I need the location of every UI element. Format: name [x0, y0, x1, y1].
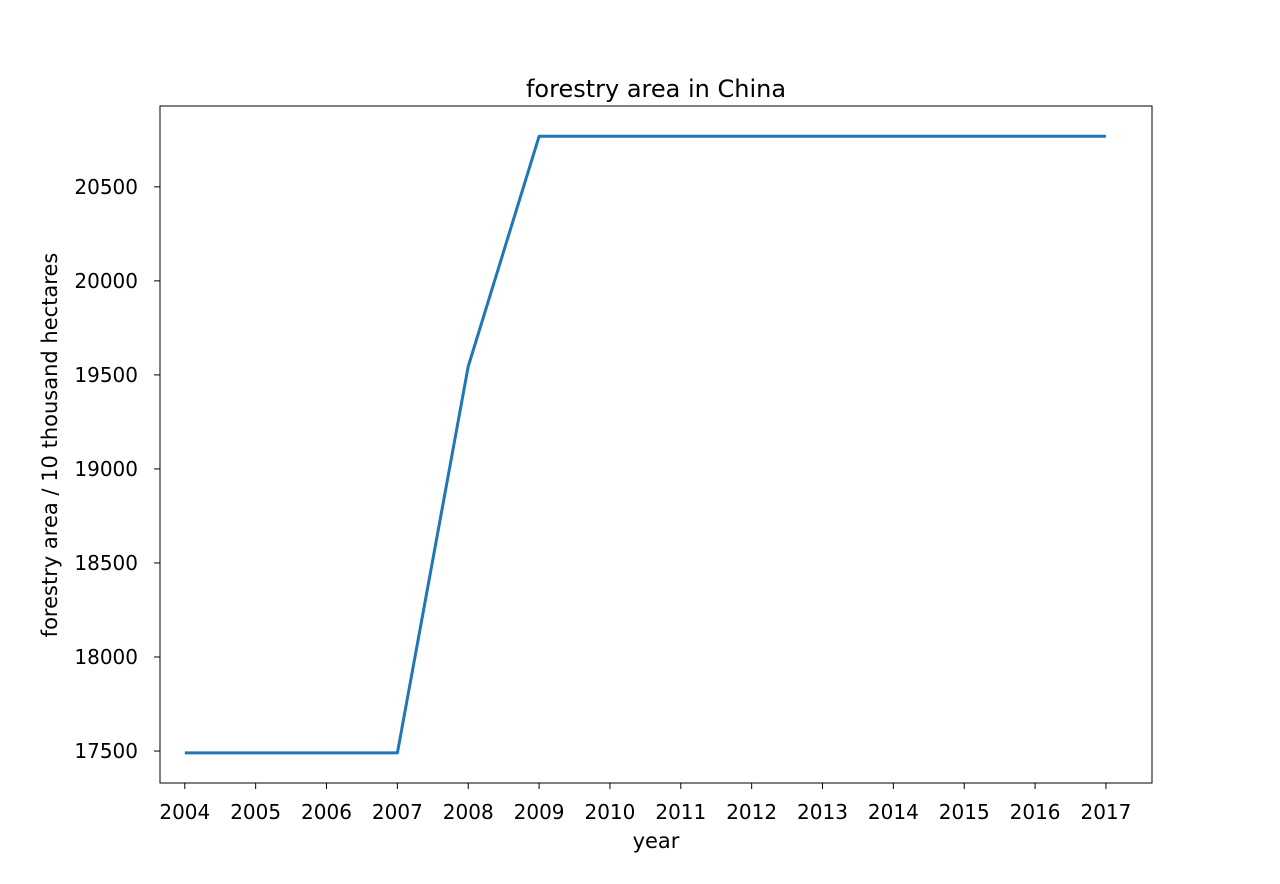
y-tick-label: 18000 [74, 645, 138, 669]
plot-frame [159, 105, 1153, 784]
x-axis-ticks: 2004 2005 2006 2007 2008 2009 2010 2011 2012 2013… [159, 783, 1131, 824]
series-line-0 [184, 134, 1106, 755]
x-tick-label: 2004 [159, 800, 210, 824]
x-tick-label: 2016 [1010, 800, 1061, 824]
y-tick-label: 17500 [74, 739, 138, 763]
y-tick-label: 18500 [74, 551, 138, 575]
y-tick-label: 19000 [74, 457, 138, 481]
y-axis-label: forestry area / 10 thousand hectares [38, 253, 62, 638]
y-tick-label: 19500 [74, 363, 138, 387]
x-tick-label: 2013 [797, 800, 848, 824]
x-tick-label: 2017 [1080, 800, 1131, 824]
y-tick-label: 20500 [74, 175, 138, 199]
plot-area [159, 105, 1153, 784]
x-tick-label: 2009 [514, 800, 565, 824]
x-tick-label: 2014 [868, 800, 919, 824]
x-tick-label: 2012 [726, 800, 777, 824]
y-axis-ticks: 17500 18000 18500 19000 19500 20000 20500 [74, 175, 160, 763]
x-tick-label: 2005 [230, 800, 281, 824]
y-tick-label: 20000 [74, 269, 138, 293]
chart-title: forestry area in China [526, 75, 786, 103]
x-tick-label: 2011 [655, 800, 706, 824]
x-tick-label: 2007 [372, 800, 423, 824]
x-tick-label: 2006 [301, 800, 352, 824]
x-tick-label: 2010 [584, 800, 635, 824]
x-axis-label: year [633, 829, 680, 853]
x-tick-label: 2008 [443, 800, 494, 824]
x-tick-label: 2015 [939, 800, 990, 824]
